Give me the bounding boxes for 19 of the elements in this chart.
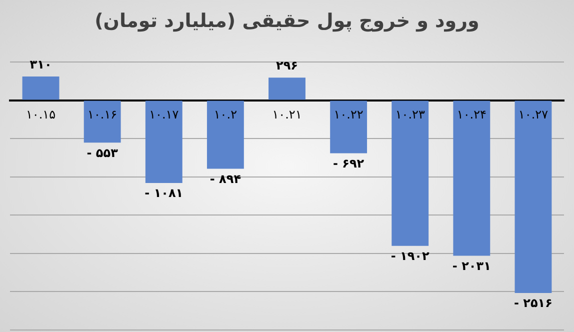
data-label: - ۱۹۰۲: [390, 249, 430, 264]
data-label: - ۲۵۱۶: [514, 296, 552, 310]
x-tick-label: ۱۰.۱۵: [26, 108, 56, 122]
data-label: ۳۱۰: [30, 58, 52, 72]
x-tick-label: ۱۰.۲۷: [518, 108, 549, 122]
x-tick-label: ۱۰.۲۱: [272, 108, 302, 122]
x-tick-label: ۱۰.۲۳: [395, 108, 426, 122]
chart-title: ورود و خروج پول حقیقی (میلیارد تومان): [94, 10, 480, 32]
x-tick-label: ۱۰.۲۴: [456, 108, 486, 122]
data-label: - ۵۵۳: [86, 146, 119, 160]
x-tick-label: ۱۰.۱۶: [88, 108, 118, 122]
data-label: - ۱۰۸۱: [144, 186, 184, 200]
data-label: ۲۹۶: [276, 58, 298, 73]
x-tick-label: ۱۰.۲۲: [334, 108, 364, 122]
data-label: - ۲۰۳۱: [452, 258, 491, 273]
x-tick-label: ۱۰.۲: [214, 108, 238, 122]
data-label: - ۸۹۴: [210, 172, 242, 186]
x-tick-label: ۱۰.۱۷: [149, 108, 180, 122]
data-label: - ۶۹۲: [332, 156, 365, 170]
